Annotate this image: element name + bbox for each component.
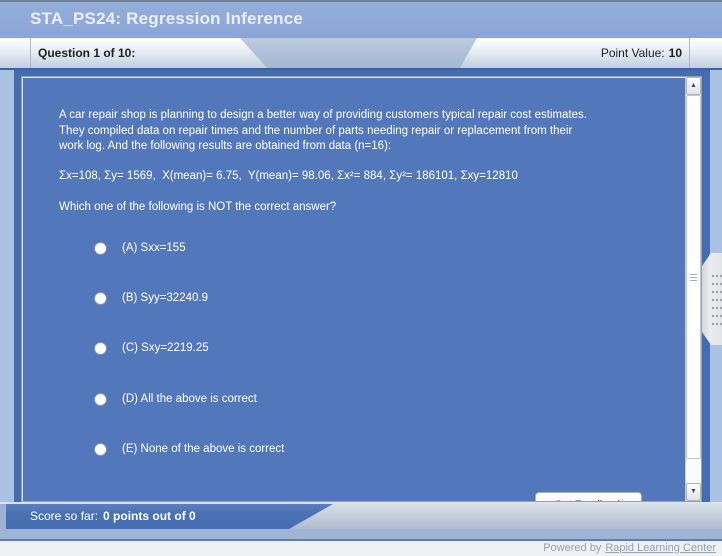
header-divider-right	[689, 38, 690, 68]
score-bar-left-edge	[0, 504, 6, 529]
question-statistics: Σx=108, Σy= 1569, X(mean)= 6.75, Y(mean)…	[59, 170, 518, 182]
point-value: Point Value: 10	[601, 46, 682, 60]
scroll-up-icon[interactable]: ▲	[686, 77, 701, 95]
radio-button-a[interactable]	[94, 241, 107, 255]
scrollbar-grip-icon	[690, 274, 697, 282]
rapid-learning-center-link[interactable]: Rapid Learning Center	[605, 542, 716, 554]
score-value: 0 points out of 0	[103, 509, 196, 523]
page-title: STA_PS24: Regression Inference	[30, 9, 304, 28]
question-prompt: Which one of the following is NOT the co…	[59, 201, 337, 213]
option-label-e: (E) None of the above is correct	[122, 443, 285, 455]
quiz-stage: A car repair shop is planning to design …	[0, 70, 722, 502]
radio-button-c[interactable]	[94, 341, 107, 355]
get-feedback-button[interactable]: Get Feedback	[535, 492, 642, 501]
option-row-d: (D) All the above is correct	[94, 391, 257, 407]
tab-grip-dots-icon	[711, 272, 722, 326]
option-label-a: (A) Sxx=155	[122, 242, 186, 254]
scrollbar[interactable]: ▲ ▼	[685, 77, 701, 501]
question-text: A car repair shop is planning to design …	[59, 109, 587, 152]
panel-bottom-line	[0, 502, 722, 504]
header-divider-left	[30, 38, 31, 68]
scrollbar-thumb[interactable]	[686, 95, 701, 459]
question-progress-label: Question 1 of 10:	[38, 46, 136, 60]
question-header: Question 1 of 10: Point Value: 10	[0, 38, 722, 70]
powered-by-label: Powered by	[543, 542, 602, 554]
window-top-edge	[0, 0, 722, 2]
radio-button-d[interactable]	[94, 392, 107, 406]
footer: Powered by Rapid Learning Center	[0, 541, 722, 556]
point-value-label: Point Value:	[600, 46, 665, 60]
header-chevron-decoration	[240, 38, 477, 68]
radio-button-e[interactable]	[94, 442, 107, 456]
option-label-d: (D) All the above is correct	[122, 393, 257, 405]
option-row-c: (C) Sxy=2219.25	[94, 340, 209, 356]
title-bar: STA_PS24: Regression Inference	[0, 2, 722, 38]
option-label-c: (C) Sxy=2219.25	[122, 342, 209, 354]
option-label-b: (B) Syy=32240.9	[122, 292, 208, 304]
question-panel: A car repair shop is planning to design …	[21, 76, 702, 502]
bottom-gradient-strip	[0, 529, 722, 541]
score-bar-blue-decoration	[6, 504, 333, 529]
option-row-a: (A) Sxx=155	[94, 240, 186, 256]
option-row-e: (E) None of the above is correct	[94, 441, 284, 457]
score-bar: Score so far: 0 points out of 0	[0, 504, 722, 529]
point-value-number: 10	[668, 46, 682, 60]
score-text: Score so far: 0 points out of 0	[30, 509, 196, 523]
option-row-b: (B) Syy=32240.9	[94, 290, 208, 306]
radio-button-b[interactable]	[94, 291, 107, 305]
score-label: Score so far:	[30, 509, 99, 523]
scroll-down-icon[interactable]: ▼	[686, 483, 701, 501]
side-pullout-tab[interactable]	[702, 253, 722, 345]
